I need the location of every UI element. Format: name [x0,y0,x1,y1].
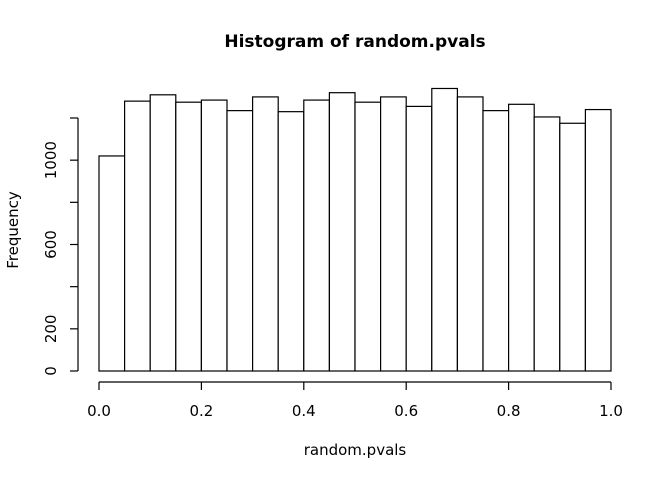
chart-title: Histogram of random.pvals [224,32,485,52]
histogram-bar-5 [226,110,254,372]
x-axis: 0.0 0.2 0.4 0.6 0.8 1.0 [87,381,623,420]
histogram-bar-7 [277,111,305,372]
histogram-bar-16 [508,103,535,372]
x-tick-label: 1.0 [599,402,623,420]
histogram-bar-10 [354,101,382,372]
histogram-bar-14 [456,96,484,372]
y-axis: 0 200 600 1000 [42,117,79,376]
x-tick-label: 0.6 [394,402,418,420]
histogram-bar-17 [533,116,561,372]
y-tick-label: 0 [42,366,60,376]
histogram-bar-11 [380,96,407,372]
y-tick-label: 200 [42,315,60,344]
histogram-bar-19 [584,108,612,372]
histogram-bar-4 [200,99,228,372]
histogram-bar-0 [98,155,126,372]
y-axis-label: Frequency [4,191,22,269]
histogram-bar-12 [405,105,433,372]
histogram-bar-8 [303,99,330,372]
histogram-bar-9 [328,92,356,372]
histogram-bar-3 [175,101,203,372]
histogram-bar-13 [431,87,458,372]
x-tick-label: 0.2 [189,402,213,420]
x-tick-label: 0.4 [292,402,316,420]
histogram-bar-1 [123,100,151,372]
histogram-bar-18 [559,122,586,372]
y-tick-label: 600 [42,230,60,259]
x-axis-label: random.pvals [304,441,407,459]
bars-group [98,87,612,372]
histogram-bar-6 [252,96,279,372]
x-tick-label: 0.0 [87,402,111,420]
y-tick-label: 1000 [42,141,60,179]
histogram-bar-2 [149,94,177,372]
x-tick-label: 0.8 [497,402,521,420]
histogram-bar-15 [482,110,510,372]
